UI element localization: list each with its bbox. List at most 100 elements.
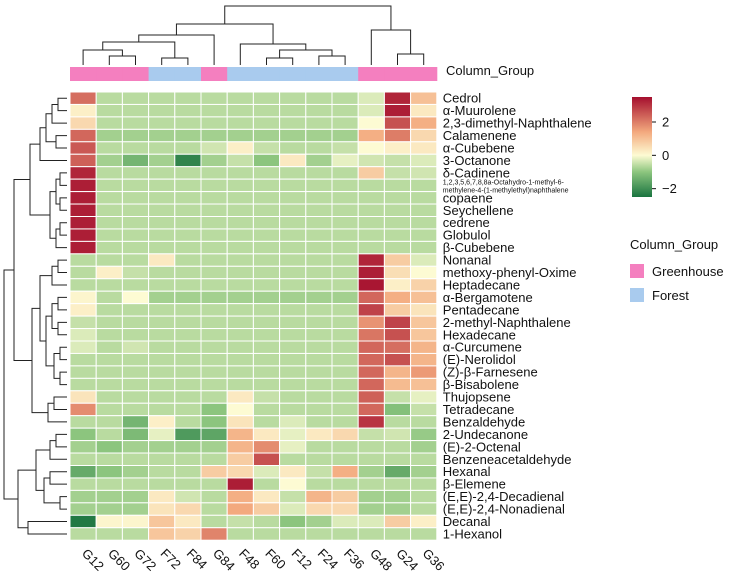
row-label: Benzaldehyde <box>443 414 525 429</box>
heatmap-cell <box>305 402 333 417</box>
dendrogram-link <box>57 321 67 336</box>
column-label: G36 <box>420 546 448 574</box>
row-label: cedrene <box>443 215 490 230</box>
heatmap-cell <box>226 365 254 379</box>
heatmap-cell <box>95 402 123 417</box>
heatmap-cell <box>410 514 438 529</box>
column-group-cell <box>332 67 359 81</box>
heatmap-cell <box>252 91 281 105</box>
heatmap-cell <box>410 253 438 267</box>
dendrogram-link <box>13 179 32 361</box>
row-label: Calamenene <box>443 128 517 143</box>
heatmap-cell <box>148 477 176 491</box>
heatmap-cell <box>331 489 359 504</box>
heatmap-cell <box>148 191 176 205</box>
heatmap-cell <box>95 365 123 379</box>
column-group-cell <box>279 67 307 81</box>
column-label: F84 <box>184 546 210 572</box>
row-label: Hexanal <box>443 464 491 479</box>
heatmap-cell <box>279 340 307 354</box>
row-label: Cedrol <box>443 91 481 106</box>
heatmap-cell <box>148 166 176 180</box>
heatmap-cell <box>200 315 228 330</box>
heatmap-cell <box>252 128 281 143</box>
heatmap-cell <box>357 278 385 292</box>
legend-label-greenhouse: Greenhouse <box>652 264 724 279</box>
heatmap-cell <box>121 191 150 205</box>
heatmap-cell <box>279 278 307 292</box>
row-label: Decanal <box>443 514 491 529</box>
heatmap-cell <box>305 116 333 130</box>
heatmap-cell <box>252 153 281 168</box>
heatmap-cell <box>252 315 281 330</box>
heatmap-cell <box>69 178 97 193</box>
heatmap-cell <box>305 440 333 454</box>
heatmap-cell <box>200 278 228 292</box>
heatmap-cell <box>305 191 333 205</box>
legend-title: Column_Group <box>630 237 718 252</box>
heatmap-cell <box>383 352 412 367</box>
heatmap-cell <box>95 440 123 454</box>
heatmap-cell <box>226 477 254 491</box>
heatmap-cell <box>69 390 97 404</box>
heatmap-cell <box>121 527 150 541</box>
heatmap-cell <box>200 489 228 504</box>
heatmap-cell <box>305 91 333 105</box>
heatmap-cell <box>279 328 307 342</box>
heatmap-cell <box>383 502 412 516</box>
heatmap-cell <box>69 103 97 118</box>
heatmap-cell <box>148 103 176 118</box>
heatmap-cell <box>200 527 228 541</box>
heatmap-cell <box>174 489 202 504</box>
heatmap-cell <box>331 390 359 404</box>
heatmap-cell <box>410 141 438 155</box>
heatmap-cell <box>252 290 281 305</box>
heatmap-cell <box>226 166 254 180</box>
heatmap-cell <box>279 103 307 118</box>
heatmap-cell <box>331 91 359 105</box>
heatmap-cell <box>226 502 254 516</box>
heatmap-cell <box>200 415 228 429</box>
heatmap-cell <box>174 502 202 516</box>
row-label: (Z)-β-Farnesene <box>443 365 538 380</box>
heatmap-cell <box>383 514 412 529</box>
heatmap-cell <box>121 440 150 454</box>
heatmap-cell <box>200 352 228 367</box>
heatmap-cell <box>279 153 307 168</box>
heatmap-cell <box>305 415 333 429</box>
heatmap-cell <box>383 390 412 404</box>
heatmap-cell <box>357 303 385 317</box>
heatmap-cell <box>69 502 97 516</box>
heatmap-cell <box>252 228 281 242</box>
heatmap-cell <box>252 489 281 504</box>
heatmap-cell <box>200 166 228 180</box>
heatmap-cell <box>357 103 385 118</box>
heatmap-cell <box>226 402 254 417</box>
heatmap-cell <box>95 141 123 155</box>
heatmap-cell <box>252 502 281 516</box>
heatmap-cell <box>95 103 123 118</box>
column-group-annotation <box>70 67 438 81</box>
heatmap-cell <box>331 315 359 330</box>
heatmap-cell <box>279 527 307 541</box>
dendrogram-link <box>82 49 123 65</box>
row-label: 2-Undecanone <box>443 427 528 442</box>
heatmap-cell <box>279 216 307 230</box>
dendrogram-link <box>51 303 58 330</box>
heatmap-cell <box>148 402 176 417</box>
dendrogram-link <box>57 296 67 311</box>
heatmap-cell <box>174 116 202 130</box>
heatmap-cell <box>252 253 281 267</box>
heatmap-cell <box>331 452 359 466</box>
heatmap-cell <box>357 328 385 342</box>
heatmap-cell <box>305 390 333 404</box>
heatmap-cell <box>252 203 281 218</box>
heatmap-cell <box>252 265 281 280</box>
heatmap-cell <box>174 103 202 118</box>
heatmap-cell <box>226 303 254 317</box>
heatmap-cell <box>357 240 385 255</box>
heatmap-cell <box>121 228 150 242</box>
heatmap-cell <box>410 440 438 454</box>
heatmap-cell <box>383 477 412 491</box>
column-group-cell <box>174 67 202 81</box>
